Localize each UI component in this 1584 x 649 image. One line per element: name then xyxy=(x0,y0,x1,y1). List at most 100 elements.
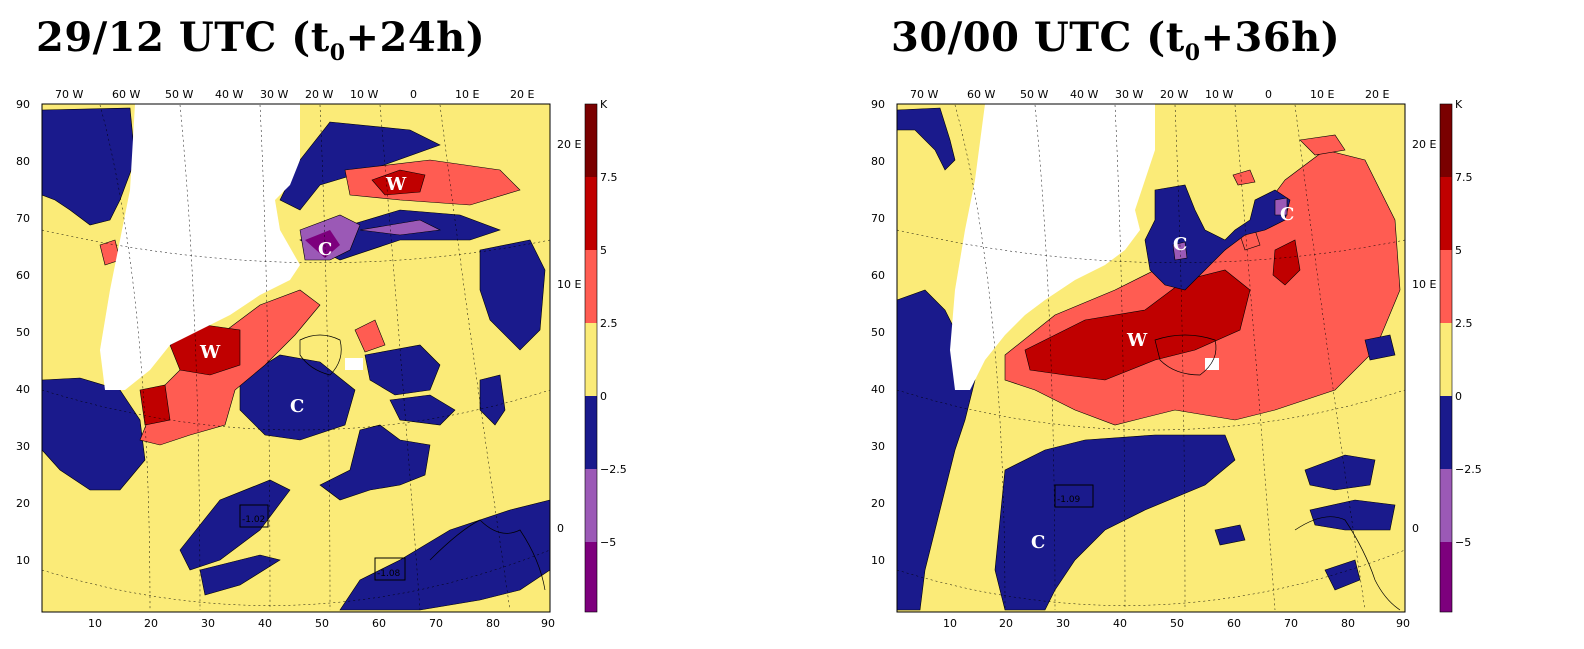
svg-text:0: 0 xyxy=(1265,90,1272,101)
svg-text:70: 70 xyxy=(871,212,885,225)
svg-text:0: 0 xyxy=(1455,390,1462,403)
svg-text:50: 50 xyxy=(1170,617,1184,630)
svg-text:-1.02: -1.02 xyxy=(242,515,265,525)
temperature-anomaly-map-left: 70 W 60 W 50 W 40 W 30 W 20 W 10 W 0 10 … xyxy=(16,88,627,630)
svg-text:10 E: 10 E xyxy=(557,278,581,291)
panel-title-left: 29/12 UTC (t0+24h) xyxy=(36,14,486,66)
anomaly-centers-right: C C W C xyxy=(1031,204,1294,553)
map-panel-left: 70 W 60 W 50 W 40 W 30 W 20 W 10 W 0 10 … xyxy=(0,88,700,634)
svg-text:10 E: 10 E xyxy=(1310,90,1334,101)
svg-text:10 E: 10 E xyxy=(455,90,479,101)
svg-text:40: 40 xyxy=(1113,617,1127,630)
svg-text:20: 20 xyxy=(999,617,1013,630)
svg-text:2.5: 2.5 xyxy=(600,317,618,330)
bottom-labels: 10 20 30 40 50 60 70 80 90 xyxy=(88,617,555,630)
temperature-anomaly-map-right: 70 W 60 W 50 W 40 W 30 W 20 W 10 W 0 10 … xyxy=(871,88,1482,630)
svg-text:70 W: 70 W xyxy=(910,90,938,101)
svg-text:60: 60 xyxy=(16,269,30,282)
panel-title-right: 30/00 UTC (t0+36h) xyxy=(891,14,1341,66)
svg-text:0: 0 xyxy=(600,390,607,403)
svg-text:90: 90 xyxy=(16,98,30,111)
svg-text:20 E: 20 E xyxy=(557,138,581,151)
svg-text:10: 10 xyxy=(871,554,885,567)
svg-text:C: C xyxy=(318,239,332,260)
svg-text:0: 0 xyxy=(557,522,564,535)
svg-text:W: W xyxy=(1126,330,1148,351)
svg-text:50: 50 xyxy=(16,326,30,339)
svg-text:70: 70 xyxy=(429,617,443,630)
map-frame xyxy=(41,103,551,613)
left-latitude-labels: 90 80 70 60 50 40 30 20 10 xyxy=(871,98,885,567)
coastlines xyxy=(299,334,546,591)
strong-warm-areas xyxy=(139,169,426,426)
svg-text:-1.09: -1.09 xyxy=(1057,495,1081,505)
svg-text:10 W: 10 W xyxy=(350,90,378,101)
svg-text:2.5: 2.5 xyxy=(1455,317,1473,330)
svg-text:30: 30 xyxy=(201,617,215,630)
svg-text:90: 90 xyxy=(1396,617,1410,630)
svg-text:20 E: 20 E xyxy=(1365,90,1389,101)
svg-text:40: 40 xyxy=(871,383,885,396)
svg-text:30 W: 30 W xyxy=(1115,90,1143,101)
svg-text:C: C xyxy=(1280,204,1294,225)
svg-text:70: 70 xyxy=(16,212,30,225)
svg-text:20: 20 xyxy=(16,497,30,510)
svg-text:90: 90 xyxy=(541,617,555,630)
right-longitude-labels: 20 E 10 E 0 xyxy=(557,138,581,535)
svg-text:60 W: 60 W xyxy=(967,90,995,101)
svg-text:30: 30 xyxy=(16,440,30,453)
svg-text:K: K xyxy=(600,98,608,111)
top-longitude-labels: 70 W 60 W 50 W 40 W 30 W 20 W 10 W 0 10 … xyxy=(910,88,1389,101)
svg-text:40 W: 40 W xyxy=(215,90,243,101)
svg-text:W: W xyxy=(385,174,407,195)
map-frame xyxy=(896,103,1406,613)
graticule xyxy=(896,104,1406,611)
svg-text:20 W: 20 W xyxy=(305,90,333,101)
svg-text:20: 20 xyxy=(144,617,158,630)
iceland-land-mask xyxy=(345,358,363,370)
svg-text:40: 40 xyxy=(16,383,30,396)
svg-text:10 W: 10 W xyxy=(1205,90,1233,101)
svg-text:W: W xyxy=(199,342,221,363)
svg-text:−5: −5 xyxy=(1455,536,1471,549)
greenland-land-mask xyxy=(100,104,300,390)
boxed-values-right: -1.09 xyxy=(1054,484,1094,508)
svg-text:-1.08: -1.08 xyxy=(377,569,401,579)
svg-text:80: 80 xyxy=(1341,617,1355,630)
svg-text:70: 70 xyxy=(1284,617,1298,630)
svg-text:−5: −5 xyxy=(600,536,616,549)
svg-text:0: 0 xyxy=(1412,522,1419,535)
graticule xyxy=(41,104,551,611)
svg-text:40 W: 40 W xyxy=(1070,90,1098,101)
svg-text:40: 40 xyxy=(258,617,272,630)
svg-text:5: 5 xyxy=(1455,244,1462,257)
svg-text:10: 10 xyxy=(943,617,957,630)
svg-text:50: 50 xyxy=(871,326,885,339)
svg-text:20: 20 xyxy=(871,497,885,510)
strongest-cold-core xyxy=(305,230,340,258)
svg-text:20 W: 20 W xyxy=(1160,90,1188,101)
anomaly-centers-left: W W C C xyxy=(199,174,407,417)
svg-text:−2.5: −2.5 xyxy=(1455,463,1482,476)
bottom-labels: 10 20 30 40 50 60 70 80 90 xyxy=(943,617,1410,630)
svg-text:30: 30 xyxy=(1056,617,1070,630)
svg-text:C: C xyxy=(290,396,304,417)
boxed-values-left: -1.02 -1.08 xyxy=(239,504,406,581)
svg-text:50 W: 50 W xyxy=(165,90,193,101)
svg-text:10: 10 xyxy=(88,617,102,630)
svg-text:30 W: 30 W xyxy=(260,90,288,101)
colorbar-left: K 7.5 5 2.5 0 −2.5 −5 xyxy=(584,98,627,613)
svg-text:C: C xyxy=(1031,532,1045,553)
svg-text:C: C xyxy=(1173,234,1187,255)
greenland-land-mask xyxy=(950,104,1155,390)
svg-text:50 W: 50 W xyxy=(1020,90,1048,101)
strong-warm-areas xyxy=(1024,239,1301,381)
map-panel-right: 70 W 60 W 50 W 40 W 30 W 20 W 10 W 0 10 … xyxy=(855,88,1555,634)
svg-text:60: 60 xyxy=(1227,617,1241,630)
svg-text:20 E: 20 E xyxy=(1412,138,1436,151)
svg-text:7.5: 7.5 xyxy=(600,171,618,184)
right-longitude-labels: 20 E 10 E 0 xyxy=(1412,138,1436,535)
svg-text:50: 50 xyxy=(315,617,329,630)
svg-text:−2.5: −2.5 xyxy=(600,463,627,476)
svg-text:10: 10 xyxy=(16,554,30,567)
